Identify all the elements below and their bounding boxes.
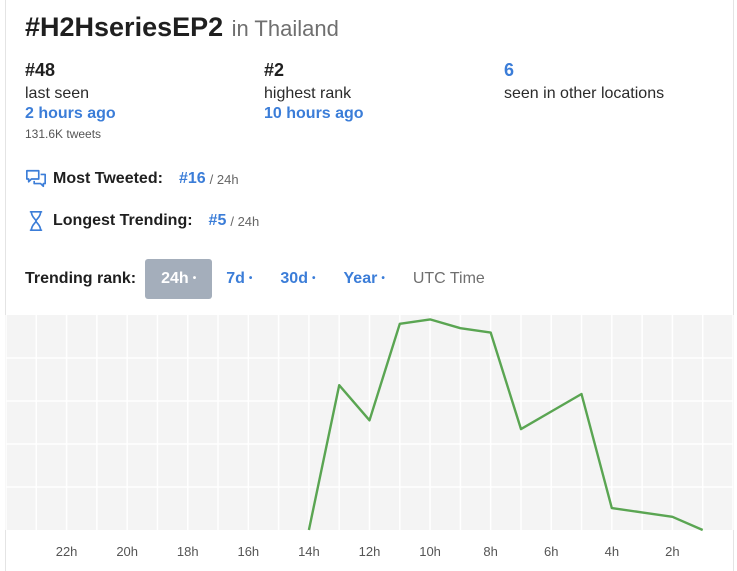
highest-rank-value: #2: [264, 60, 285, 80]
longest-trending-period: / 24h: [230, 213, 260, 229]
trending-rank-label: Trending rank:: [25, 270, 137, 287]
longest-trending-rank-link[interactable]: #5: [208, 212, 227, 229]
hashtag-title: #H2HseriesEP2: [25, 12, 224, 42]
last-seen-time-link[interactable]: 2 hours ago: [25, 105, 116, 123]
tab-24h-dot: •: [192, 273, 197, 284]
stat-other-locations: 6 seen in other locations: [504, 60, 664, 103]
trend-card: [5, 0, 734, 571]
utc-time-toggle[interactable]: UTC Time: [412, 270, 485, 287]
chart-x-tick-label: 22h: [56, 544, 78, 559]
hourglass-icon: [29, 211, 43, 231]
longest-trending-row: Longest Trending: #5 / 24h: [25, 210, 259, 232]
tweet-count: 131.6K tweets: [25, 127, 102, 142]
most-tweeted-label: Most Tweeted:: [53, 170, 163, 187]
stat-last-seen: #48 last seen 2 hours ago 131.6K tweets: [25, 60, 116, 142]
page-title: #H2HseriesEP2 in Thailand: [25, 12, 339, 43]
chat-bubbles-icon: [26, 169, 46, 188]
longest-trending-label: Longest Trending:: [53, 212, 193, 229]
other-locations-label: seen in other locations: [504, 85, 665, 102]
chart-x-tick-label: 14h: [298, 544, 320, 559]
chart-x-tick-label: 4h: [605, 544, 619, 559]
tab-7d[interactable]: 7d •: [212, 259, 266, 299]
chart-series-line: [307, 318, 704, 532]
chart-x-tick-label: 18h: [177, 544, 199, 559]
tab-year-label: Year: [343, 270, 378, 288]
tab-30d-dot: •: [311, 273, 316, 284]
most-tweeted-period: / 24h: [209, 171, 239, 187]
chart-x-axis: 22h 20h 18h 16h 14h 12h 10h 8h 6h 4h 2h: [56, 544, 680, 559]
tab-30d-label: 30d: [280, 270, 308, 288]
chart-x-tick-label: 6h: [544, 544, 558, 559]
chart-x-tick-label: 8h: [483, 544, 497, 559]
last-seen-label: last seen: [25, 85, 90, 102]
trending-rank-tabs: Trending rank: 24h • 7d • 30d • Year • UTC T…: [25, 259, 499, 299]
stat-highest-rank: #2 highest rank 10 hours ago: [264, 60, 364, 123]
chart-x-tick-label: 2h: [665, 544, 679, 559]
tab-year-dot: •: [381, 273, 385, 284]
most-tweeted-rank-link[interactable]: #16: [178, 170, 206, 187]
chart-x-tick-label: 12h: [359, 544, 381, 559]
highest-rank-time-link[interactable]: 10 hours ago: [264, 105, 364, 123]
tab-30d[interactable]: 30d •: [266, 259, 329, 299]
tab-24h-label: 24h: [161, 270, 189, 288]
most-tweeted-row: Most Tweeted: #16 / 24h: [25, 168, 239, 190]
tab-7d-label: 7d: [226, 270, 245, 288]
other-locations-count-link[interactable]: 6: [504, 60, 515, 80]
highest-rank-label: highest rank: [264, 85, 352, 102]
chart-grid: [5, 315, 734, 530]
location-label: in Thailand: [231, 16, 339, 41]
tab-7d-dot: •: [248, 273, 253, 284]
chart-x-tick-label: 20h: [116, 544, 138, 559]
tab-24h[interactable]: 24h •: [145, 259, 213, 299]
tab-year[interactable]: Year •: [330, 259, 399, 299]
last-seen-rank: #48: [25, 60, 56, 80]
chart-x-tick-label: 10h: [419, 544, 441, 559]
chart-x-tick-label: 16h: [237, 544, 259, 559]
